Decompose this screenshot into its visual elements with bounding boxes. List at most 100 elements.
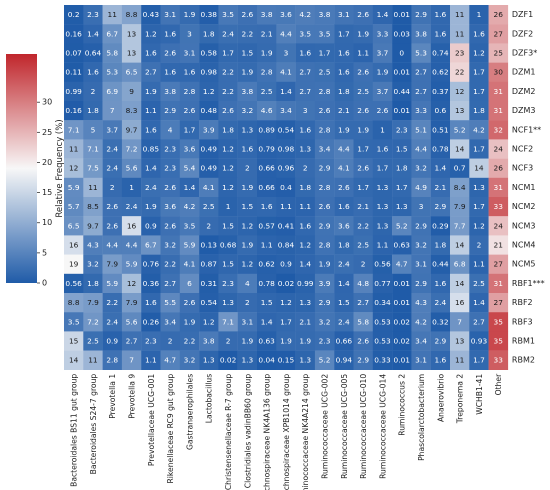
heatmap-cell (372, 139, 393, 159)
heatmap-cell (276, 235, 296, 255)
cell-value-label: 1.9 (241, 68, 253, 77)
colorbar-label: Relative Frequency (%) (55, 119, 65, 217)
heatmap-cell (314, 43, 335, 63)
cell-value-label: 0.13 (201, 241, 218, 250)
heatmap-cell (199, 216, 219, 236)
cell-value-label: 1.9 (299, 337, 311, 346)
cell-value-label: 0.96 (278, 164, 295, 173)
cell-value-label: 3.6 (184, 145, 196, 154)
heatmap-cell (372, 197, 393, 217)
cell-value-label: 3.2 (87, 260, 99, 269)
cell-value-label: 0.54 (201, 298, 218, 307)
heatmap-cell (257, 5, 277, 25)
cell-value-label: 3 (303, 106, 308, 115)
row-label: RBF1*** (512, 279, 545, 288)
heatmap-cell (102, 43, 123, 63)
cell-value-label: 0.64 (85, 49, 102, 58)
cell-value-label: 3.7 (377, 49, 389, 58)
cell-value-label: 1.7 (319, 49, 331, 58)
heatmap-cell (102, 177, 123, 198)
heatmap-cell (218, 158, 238, 178)
cell-value-label: 14 (455, 279, 465, 288)
heatmap-cell (276, 216, 296, 236)
heatmap-cell (469, 139, 489, 159)
cell-value-label: 5.3 (415, 49, 427, 58)
column-label: Rikenellaceae RC9 gut group (166, 374, 175, 484)
cell-value-label: 0.2 (68, 10, 80, 19)
heatmap-cell (430, 254, 451, 274)
colorbar-tick-label: 25 (42, 128, 52, 137)
heatmap-cell (372, 216, 393, 236)
cell-value-label: 0 (399, 49, 404, 58)
heatmap-cell (237, 197, 258, 217)
heatmap-cell (141, 43, 161, 63)
cell-value-label: 1.4 (87, 29, 99, 38)
heatmap-cell (295, 331, 316, 351)
cell-value-label: 4.4 (415, 145, 427, 154)
heatmap-cell (469, 62, 489, 82)
cell-value-label: 1.7 (473, 87, 485, 96)
heatmap-cell (64, 216, 84, 236)
heatmap-cell (199, 81, 219, 102)
heatmap-cell (218, 273, 238, 294)
heatmap-cell (469, 254, 489, 274)
heatmap-cell (218, 254, 238, 274)
cell-value-label: 0.02 (394, 317, 410, 326)
heatmap-cell (295, 101, 316, 121)
heatmap-cell (314, 312, 335, 332)
cell-value-label: 2.2 (106, 298, 118, 307)
heatmap-cell (488, 139, 509, 159)
heatmap-cell (141, 254, 161, 274)
heatmap-cell (353, 81, 373, 102)
row-label: RBM1 (512, 337, 535, 346)
cell-value-label: 21 (494, 241, 504, 250)
heatmap-cell (141, 293, 161, 313)
heatmap-cell (257, 139, 277, 159)
cell-value-label: 1.1 (145, 356, 157, 365)
cell-value-label: 7.9 (454, 202, 466, 211)
cell-value-label: 2.6 (106, 221, 118, 230)
heatmap-cell (160, 158, 180, 178)
cell-value-label: 2.5 (87, 337, 99, 346)
heatmap-cell (160, 177, 180, 198)
cell-value-label: 1.3 (396, 202, 408, 211)
heatmap-cell (314, 81, 335, 102)
heatmap-cell (160, 235, 180, 255)
heatmap-cell (121, 43, 142, 63)
heatmap-cell (218, 177, 238, 198)
cell-value-label: 1.7 (357, 183, 369, 192)
heatmap-cell (121, 24, 142, 44)
heatmap-cell (488, 216, 509, 236)
heatmap-cell (83, 293, 103, 313)
cell-value-label: 2.9 (415, 279, 427, 288)
cell-value-label: 0.6 (434, 106, 446, 115)
heatmap-cell (334, 139, 354, 159)
cell-value-label: 13 (455, 106, 465, 115)
cell-value-label: 1.4 (299, 260, 311, 269)
cell-value-label: 3.5 (68, 317, 80, 326)
heatmap-cell (141, 235, 161, 255)
cell-value-label: 1.9 (261, 49, 273, 58)
heatmap-cell (353, 177, 373, 198)
heatmap-cell (372, 43, 393, 63)
cell-value-label: 1.6 (434, 10, 446, 19)
heatmap-cell (314, 62, 335, 82)
row-label: RBF2 (512, 298, 533, 307)
heatmap-cell (102, 139, 123, 159)
cell-value-label: 0.07 (65, 49, 82, 58)
heatmap-cell (218, 312, 238, 332)
heatmap-cell (257, 197, 277, 217)
heatmap-cell (83, 235, 103, 255)
cell-value-label: 2.7 (299, 87, 311, 96)
row-label: NCF3 (512, 164, 533, 173)
heatmap-cell (430, 43, 451, 63)
heatmap-cell (64, 62, 84, 82)
cell-value-label: 0.74 (432, 49, 449, 58)
heatmap-cell (353, 62, 373, 82)
heatmap-cell (353, 331, 373, 351)
colorbar: 0 5 10 15 20 25 30 Relative Frequency (%) (6, 54, 65, 288)
heatmap-cell (430, 158, 451, 178)
cell-value-label: 7.2 (126, 145, 138, 154)
cell-value-label: 26 (494, 10, 504, 19)
cell-value-label: 35 (494, 317, 504, 326)
